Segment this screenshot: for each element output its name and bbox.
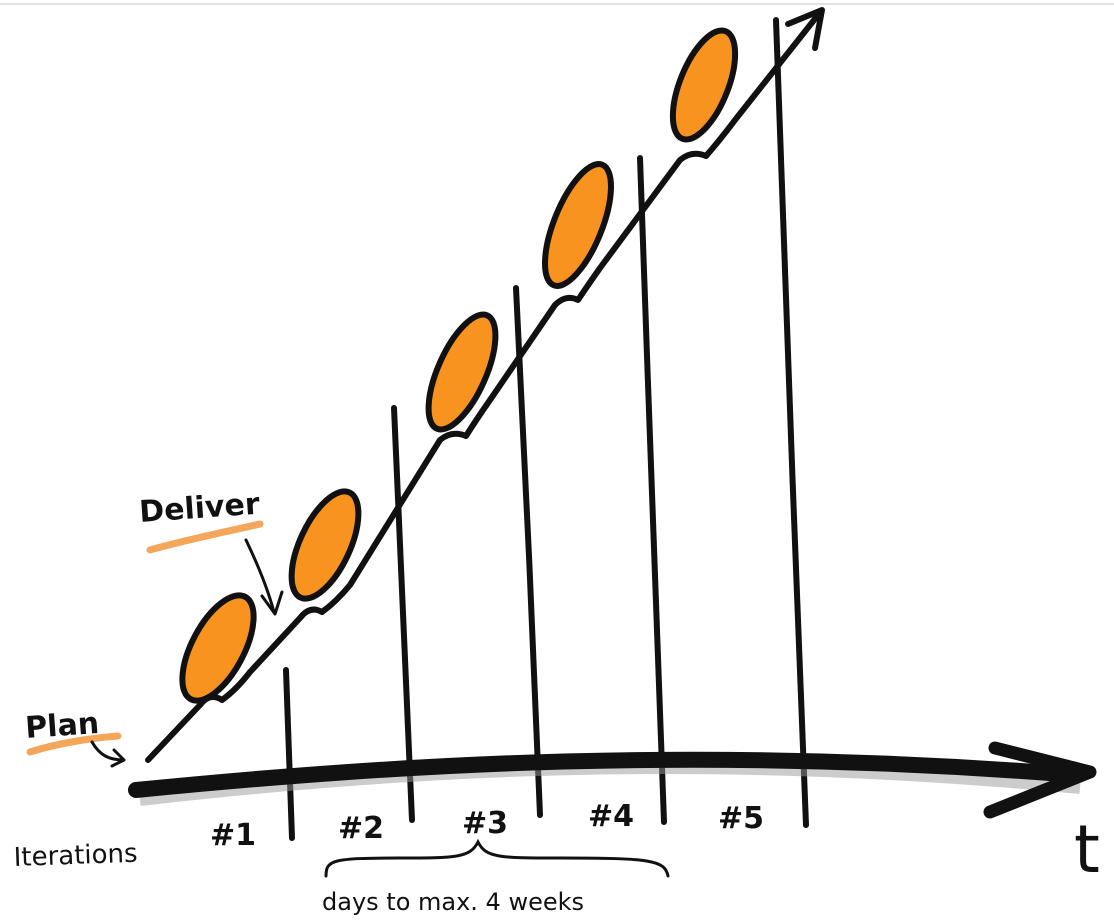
delivery-loops bbox=[179, 27, 739, 704]
deliver-underline bbox=[146, 520, 264, 554]
progress-line bbox=[145, 12, 821, 763]
plan-underline bbox=[26, 732, 122, 756]
iteration-boundaries bbox=[283, 17, 809, 841]
deliver-label: Deliver bbox=[138, 487, 261, 530]
delivery-loop-4 bbox=[542, 161, 614, 289]
boundary-1 bbox=[283, 667, 295, 841]
duration-brace bbox=[324, 838, 670, 878]
plan-label: Plan bbox=[24, 706, 100, 746]
time-axis-label: t bbox=[1074, 811, 1100, 888]
delivery-loop-1 bbox=[179, 592, 257, 704]
time-axis bbox=[128, 741, 1097, 819]
iteration-label-1: #1 bbox=[210, 818, 256, 853]
iteration-label-5: #5 bbox=[718, 801, 764, 836]
delivery-loop-5 bbox=[669, 27, 739, 143]
iteration-numbers: #1 #2 #3 #4 #5 bbox=[210, 799, 764, 853]
iteration-label-4: #4 bbox=[588, 799, 634, 834]
delivery-loop-3 bbox=[425, 311, 499, 433]
delivery-loop-2 bbox=[288, 488, 362, 602]
deliver-annotation: Deliver bbox=[138, 487, 284, 616]
iteration-label-2: #2 bbox=[338, 811, 384, 846]
time-axis-line bbox=[128, 751, 1083, 798]
iteration-label-3: #3 bbox=[462, 806, 508, 841]
boundary-5 bbox=[773, 17, 809, 828]
progress-arrowhead bbox=[785, 7, 825, 51]
time-axis-arrowhead bbox=[983, 741, 1097, 819]
iterations-label: Iterations bbox=[13, 839, 138, 873]
plan-annotation: Plan bbox=[24, 706, 126, 768]
duration-note: days to max. 4 weeks bbox=[322, 888, 584, 916]
plan-arrow bbox=[90, 740, 126, 768]
boundary-4 bbox=[637, 155, 667, 825]
boundary-2 bbox=[391, 405, 415, 823]
boundary-3 bbox=[513, 285, 543, 818]
deliver-arrow bbox=[244, 538, 284, 616]
